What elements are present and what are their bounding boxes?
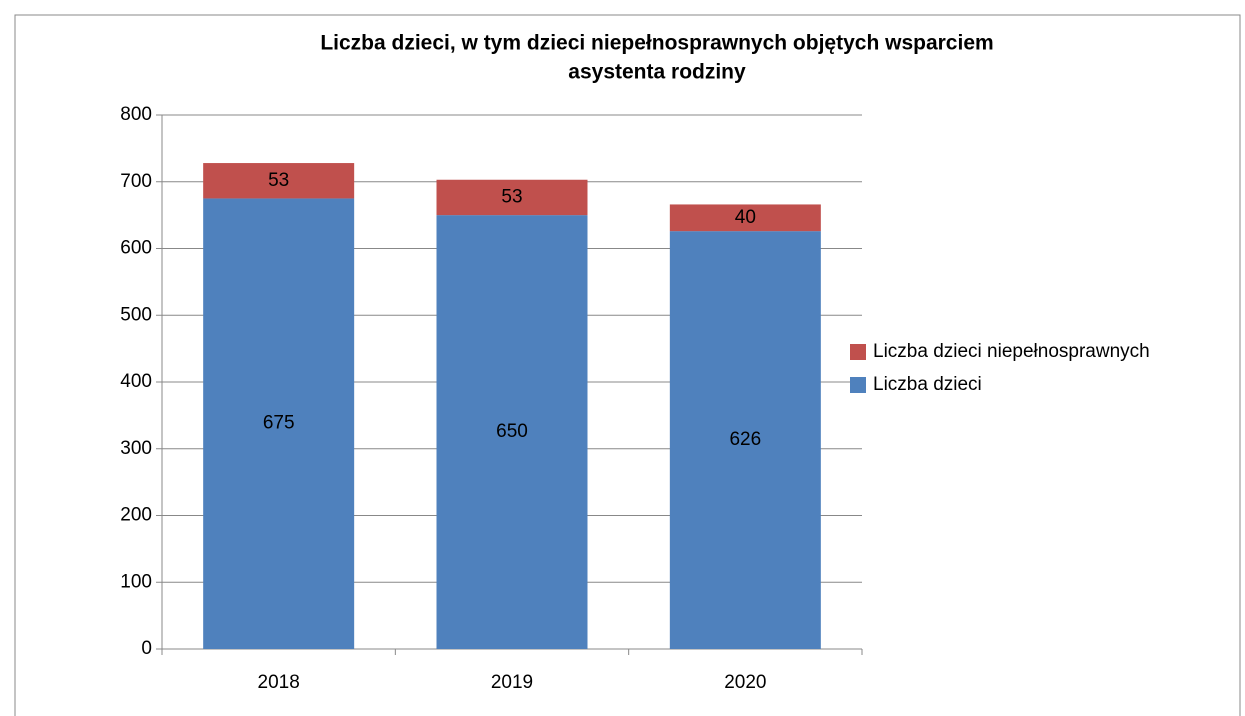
chart-title: asystenta rodziny bbox=[568, 61, 746, 84]
y-tick-label: 200 bbox=[120, 505, 152, 526]
bar bbox=[203, 163, 355, 199]
legend-label: Liczba dzieci bbox=[873, 374, 982, 395]
y-tick-label: 0 bbox=[141, 638, 152, 659]
data-label: 53 bbox=[501, 186, 522, 207]
legend-label: Liczba dzieci niepełnosprawnych bbox=[873, 341, 1150, 362]
y-tick-label: 800 bbox=[120, 104, 152, 125]
y-tick-label: 100 bbox=[120, 571, 152, 592]
bar bbox=[203, 198, 355, 649]
bar bbox=[436, 215, 588, 649]
data-label: 626 bbox=[729, 429, 761, 450]
data-label: 53 bbox=[268, 170, 289, 191]
y-tick-label: 700 bbox=[120, 171, 152, 192]
data-label: 650 bbox=[496, 421, 528, 442]
y-tick-label: 300 bbox=[120, 438, 152, 459]
y-tick-label: 500 bbox=[120, 304, 152, 325]
data-label: 675 bbox=[263, 413, 295, 434]
x-tick-label: 2020 bbox=[724, 672, 766, 693]
legend-swatch bbox=[850, 344, 866, 360]
x-tick-label: 2019 bbox=[491, 672, 533, 693]
legend-swatch bbox=[850, 377, 866, 393]
bar bbox=[669, 231, 821, 649]
bar bbox=[669, 204, 821, 232]
y-tick-label: 400 bbox=[120, 371, 152, 392]
bar bbox=[436, 179, 588, 216]
chart-frame bbox=[14, 14, 1241, 716]
data-label: 40 bbox=[735, 207, 756, 228]
y-tick-label: 600 bbox=[120, 238, 152, 259]
x-tick-label: 2018 bbox=[258, 672, 300, 693]
chart-title: Liczba dzieci, w tym dzieci niepełnospra… bbox=[320, 32, 993, 55]
